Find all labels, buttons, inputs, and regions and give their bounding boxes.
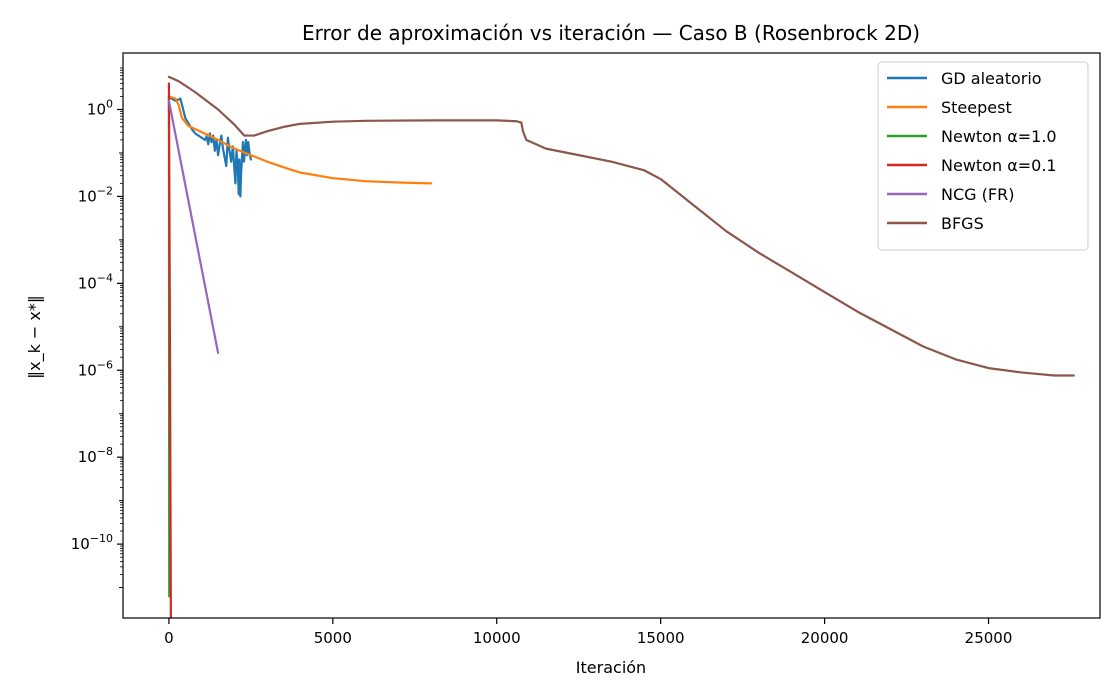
legend-label-4: NCG (FR) (941, 185, 1014, 204)
x-tick-label: 10000 (473, 629, 521, 647)
axes: 0 5000 10000 15000 20000 25000 100 10−2 10−4 10−6… (71, 52, 1101, 647)
series-line-0 (167, 95, 252, 198)
x-tick-label: 20000 (801, 629, 849, 647)
series-line-1 (167, 95, 433, 185)
x-tick-label: 25000 (965, 629, 1013, 647)
series-lines (167, 75, 1075, 618)
legend-label-2: Newton α=1.0 (941, 127, 1057, 146)
series-line-4 (167, 99, 220, 354)
y-tick-label: 10−2 (78, 184, 113, 205)
x-axis-label: Iteración (576, 658, 646, 677)
y-axis-label: ‖x_k − x*‖ (25, 295, 45, 379)
series-line-5 (167, 75, 1075, 377)
legend-label-1: Steepest (941, 98, 1012, 117)
axes-frame (122, 52, 1101, 619)
y-tick-label: 10−10 (71, 532, 113, 553)
y-tick-label: 100 (87, 98, 113, 119)
legend: GD aleatorio Steepest Newton α=1.0 Newton α… (877, 61, 1089, 251)
legend-box (877, 61, 1089, 251)
x-tick-label: 0 (164, 629, 174, 647)
plot-area (167, 75, 1075, 618)
chart-title: Error de aproximación vs iteración — Cas… (302, 21, 920, 45)
y-tick-label: 10−8 (78, 445, 113, 466)
y-tick-label: 10−6 (78, 358, 113, 379)
y-tick-label: 10−4 (78, 271, 113, 292)
legend-label-0: GD aleatorio (941, 69, 1042, 88)
x-tick-label: 15000 (637, 629, 685, 647)
series-line-3 (167, 82, 172, 618)
legend-label-3: Newton α=0.1 (941, 156, 1057, 175)
legend-label-5: BFGS (941, 214, 984, 233)
x-tick-label: 5000 (314, 629, 352, 647)
